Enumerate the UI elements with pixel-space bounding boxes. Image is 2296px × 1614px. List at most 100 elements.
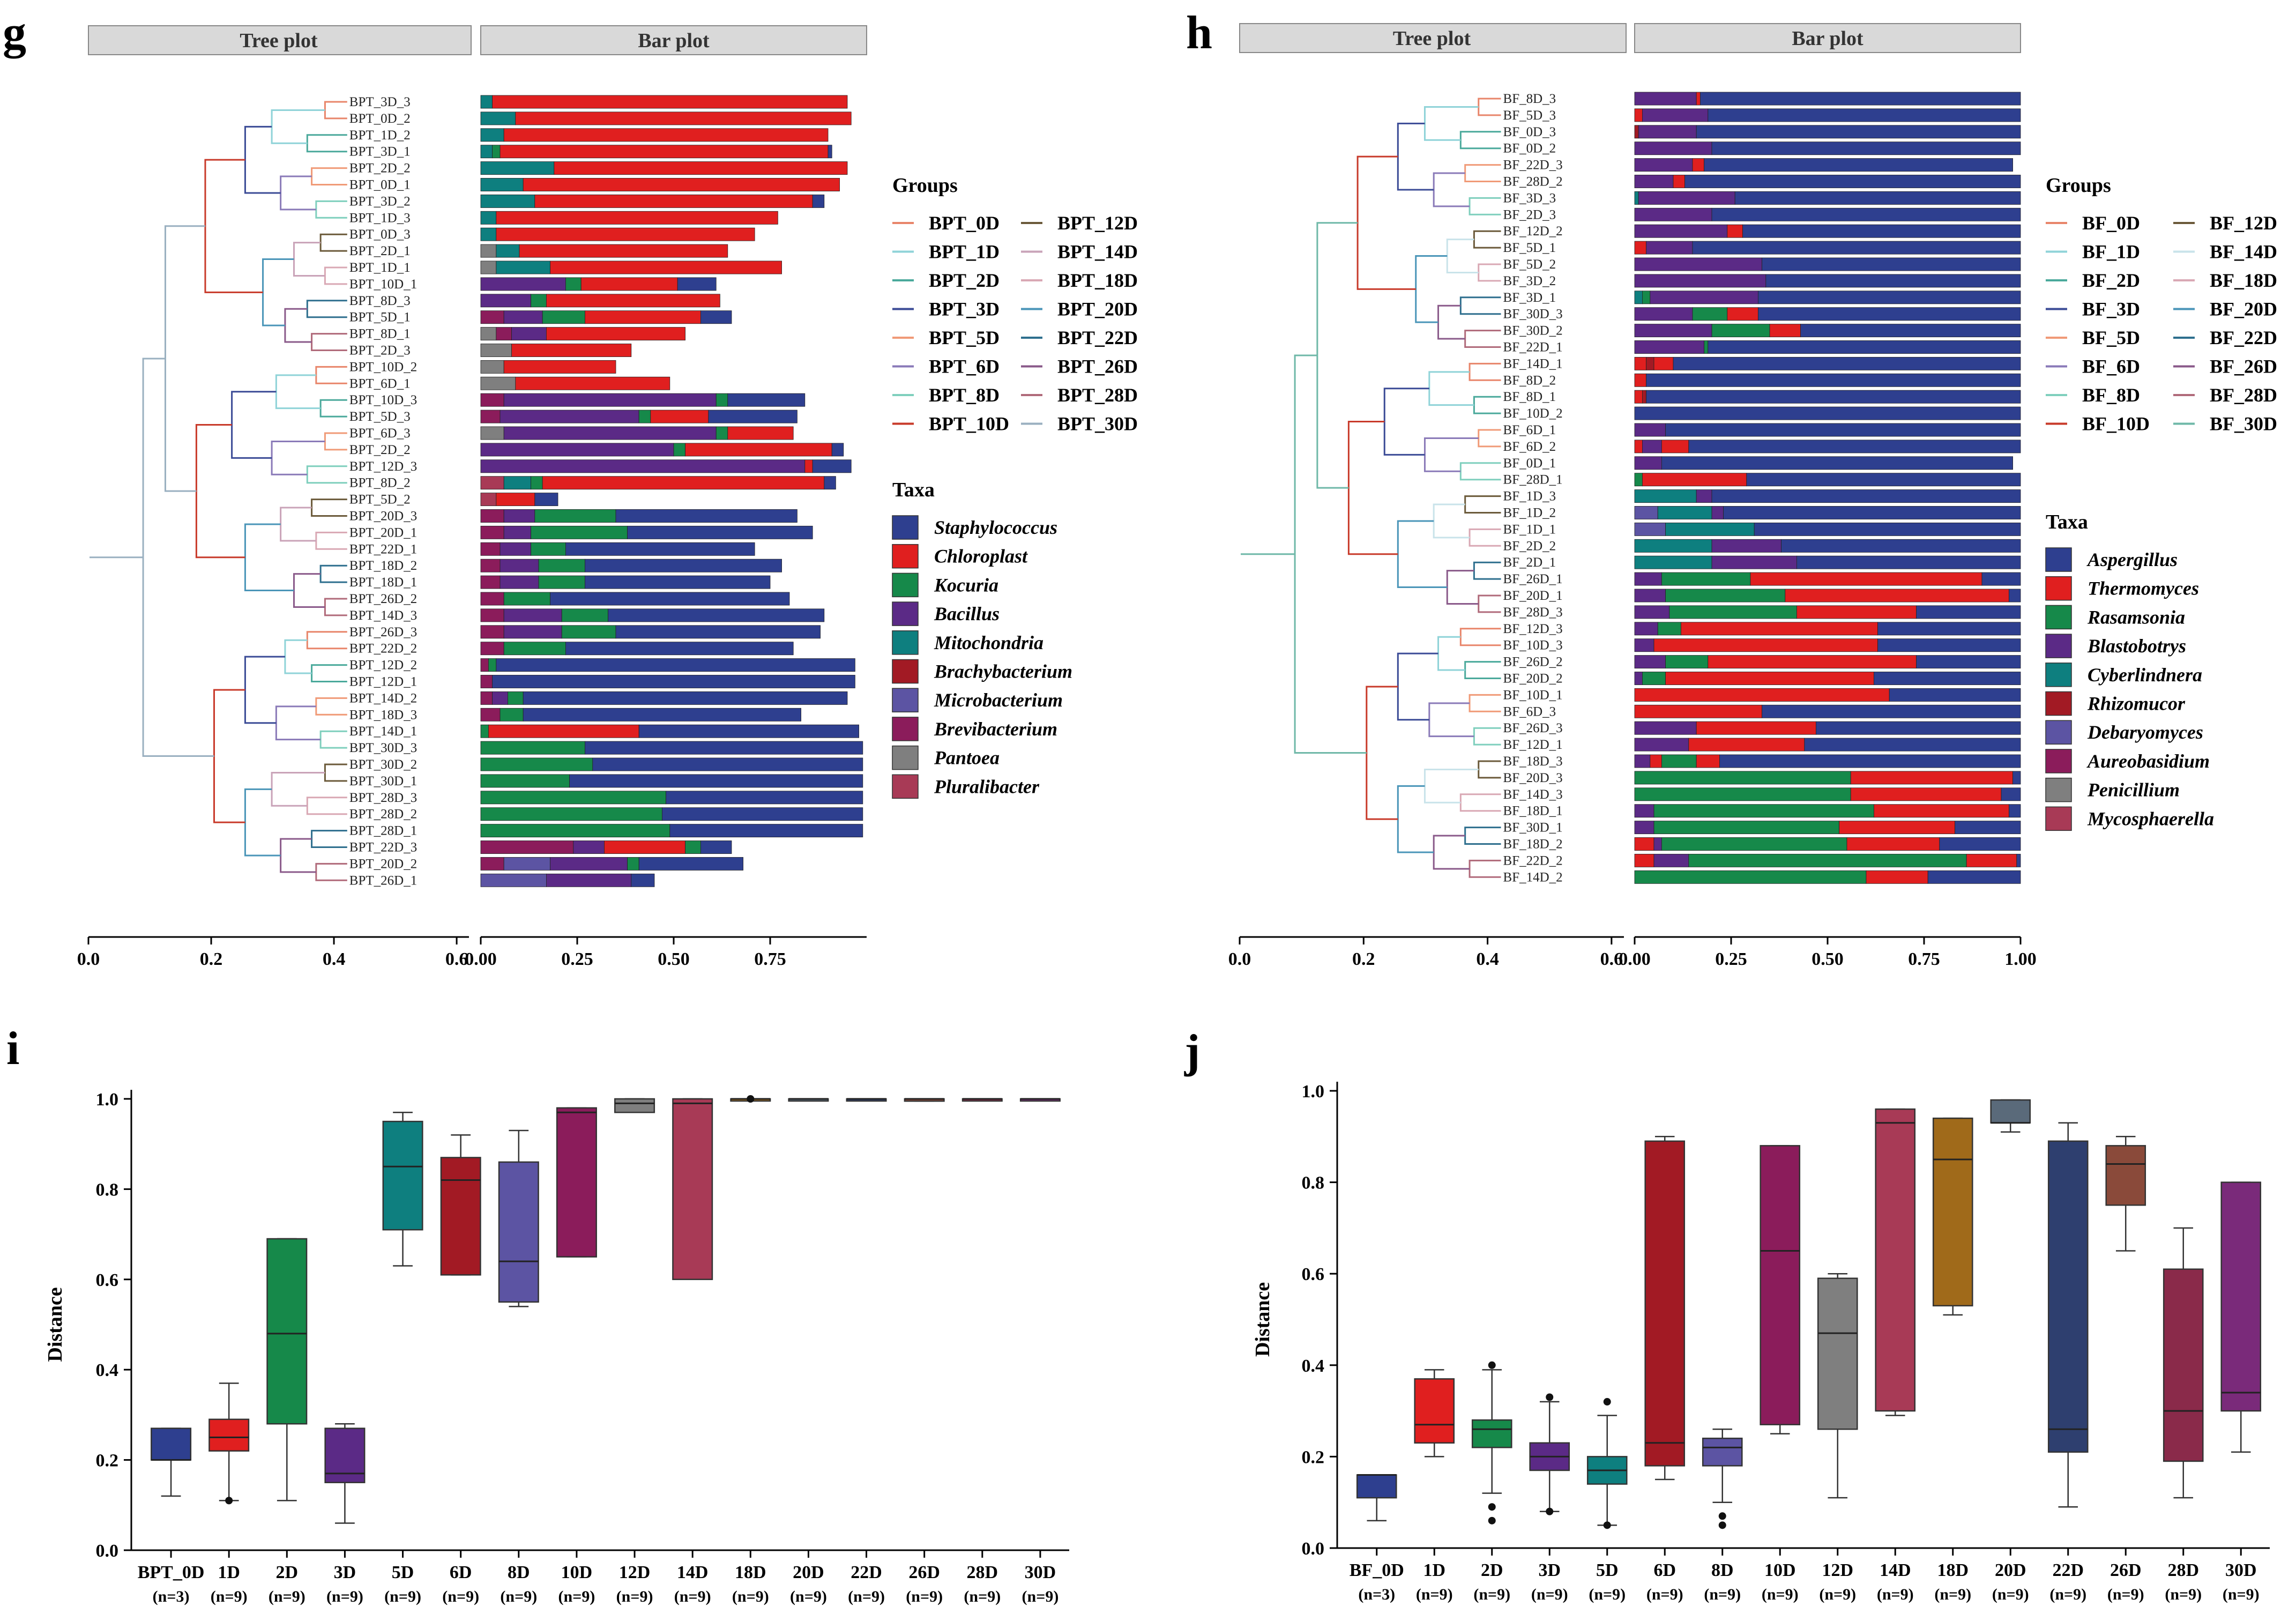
bar-segment-aspergillus xyxy=(1762,704,2021,718)
dendrogram-branch xyxy=(1428,702,1474,738)
bar-segment-blastobotrys xyxy=(1653,837,1662,851)
bar-segment-cyberlindnera xyxy=(1634,191,1639,205)
bar-segment-bacillus xyxy=(503,310,543,324)
bar-segment-thermomyces xyxy=(1850,787,2002,801)
dendrogram-branch xyxy=(142,358,214,757)
bar-segment-chloroplast xyxy=(503,128,829,142)
bar-segment-brevibacterium xyxy=(480,592,504,606)
bar-segment-staphylococcus xyxy=(631,873,655,887)
taxa-legend-label: Rhizomucor xyxy=(2087,693,2186,715)
bar-segment-thermomyces xyxy=(1966,853,2017,867)
bar-segment-brevibacterium xyxy=(480,509,504,523)
box-30d xyxy=(1019,1098,1061,1102)
group-legend-label: BF_8D xyxy=(2082,384,2140,406)
bar-segment-brevibacterium xyxy=(480,841,574,854)
dendrogram-branch xyxy=(306,134,347,153)
bar-segment-pantoea xyxy=(480,344,512,357)
bar-segment-bacillus xyxy=(503,525,532,539)
taxa-legend-swatch xyxy=(892,688,919,712)
taxa-legend-label: Bacillus xyxy=(934,603,1000,624)
bar-segment-aspergillus xyxy=(1746,473,2021,487)
taxa-legend-swatch xyxy=(892,601,919,626)
y-axis-tick-label: 0.8 xyxy=(1302,1173,1325,1193)
box-28d xyxy=(2163,1227,2204,1499)
bar-segment-rasamsonia xyxy=(1653,821,1840,835)
header-bar-plot xyxy=(480,25,867,55)
group-legend-label: BF_18D xyxy=(2210,270,2277,291)
bar-segment-chloroplast xyxy=(500,145,829,159)
leaf-label: BF_2D_1 xyxy=(1503,555,1556,570)
bar-segment-chloroplast xyxy=(496,493,535,507)
leaf-label: BPT_28D_1 xyxy=(349,824,417,838)
bar-segment-cyberlindnera xyxy=(1634,489,1697,503)
leaf-label: BPT_2D_2 xyxy=(349,443,411,457)
bar-segment-aspergillus xyxy=(1646,390,2021,404)
bar-segment-aspergillus xyxy=(1765,274,2021,288)
dendrogram-branch xyxy=(1437,636,1465,671)
box-5d xyxy=(1586,1398,1628,1529)
bar-segment-chloroplast xyxy=(580,277,678,291)
bar-segment-aspergillus xyxy=(1781,539,2021,553)
bar-segment-aspergillus xyxy=(1711,142,2021,155)
leaf-label: BF_28D_2 xyxy=(1503,175,1563,189)
outlier-point xyxy=(1603,1398,1611,1406)
header-bar-plot xyxy=(1634,23,2021,53)
x-axis-n-label: (n=9) xyxy=(269,1588,305,1605)
taxa-legend-label: Staphylococcus xyxy=(934,517,1057,538)
tree-axis-tick-label: 0.2 xyxy=(1352,949,1375,969)
bar-segment-aspergillus xyxy=(1804,738,2021,752)
bar-segment-aspergillus xyxy=(1800,324,2021,338)
x-axis-n-label: (n=9) xyxy=(2223,1586,2260,1603)
leaf-label: BF_12D_1 xyxy=(1503,738,1563,752)
leaf-label: BPT_18D_1 xyxy=(349,575,417,590)
x-axis-category-label: 26D xyxy=(2110,1560,2142,1580)
leaf-label: BF_8D_3 xyxy=(1503,92,1556,106)
bar-segment-rasamsonia xyxy=(1688,853,1967,867)
bar-segment-thermomyces xyxy=(1727,224,1743,238)
bar-segment-thermomyces xyxy=(1634,837,1654,851)
x-axis-n-label: (n=9) xyxy=(732,1588,769,1605)
bar-segment-brevibacterium xyxy=(480,625,504,639)
y-axis-label: Distance xyxy=(1251,1282,1274,1357)
dendrogram-branch xyxy=(244,125,281,194)
x-axis-category-label: 2D xyxy=(276,1563,299,1582)
bar-segment-thermomyces xyxy=(1769,324,1801,338)
bar-segment-blastobotrys xyxy=(1634,754,1651,768)
taxa-legend-swatch xyxy=(2045,663,2072,687)
bar-segment-staphylococcus xyxy=(638,724,859,738)
leaf-label: BPT_20D_3 xyxy=(349,509,417,524)
bar-segment-staphylococcus xyxy=(677,277,717,291)
taxa-legend-swatch xyxy=(2045,691,2072,716)
dendrogram-branch xyxy=(1478,98,1501,116)
leaf-label: BF_8D_1 xyxy=(1503,390,1556,404)
bar-segment-kocuria xyxy=(531,542,566,556)
box-iqr xyxy=(1875,1108,1916,1412)
bar-segment-thermomyces xyxy=(1673,175,1686,188)
box-iqr xyxy=(1990,1099,2031,1124)
bar-segment-thermomyces xyxy=(1653,356,1674,370)
box-6d xyxy=(440,1134,481,1276)
dendrogram-g xyxy=(90,101,347,881)
box-20d xyxy=(1990,1099,2031,1133)
bar-segment-bacillus xyxy=(550,857,628,871)
y-axis-tick-label: 0.4 xyxy=(1302,1356,1325,1376)
dendrogram-h xyxy=(1241,98,1501,878)
leaf-label: BPT_8D_2 xyxy=(349,476,411,490)
bar-segment-aspergillus xyxy=(1646,373,2021,387)
bar-segment-mitochondria xyxy=(503,476,532,490)
x-axis-n-label: (n=9) xyxy=(211,1588,248,1605)
bar-segment-blastobotrys xyxy=(1634,307,1693,321)
bar-segment-thermomyces xyxy=(1688,738,1805,752)
bar-segment-blastobotrys xyxy=(1634,655,1666,669)
leaf-label: BPT_10D_2 xyxy=(349,360,417,374)
box-iqr xyxy=(498,1161,539,1303)
bar-segment-staphylococcus xyxy=(592,757,863,771)
bar-segment-kocuria xyxy=(531,476,543,490)
bar-segment-kocuria xyxy=(500,708,524,722)
box-iqr xyxy=(1932,1117,1973,1307)
group-legend-label: BPT_6D xyxy=(929,356,1000,377)
bar-segment-staphylococcus xyxy=(627,525,813,539)
bar-segment-chloroplast xyxy=(650,410,709,423)
dendrogram-branch xyxy=(275,374,321,410)
header-tree-plot xyxy=(88,25,472,55)
